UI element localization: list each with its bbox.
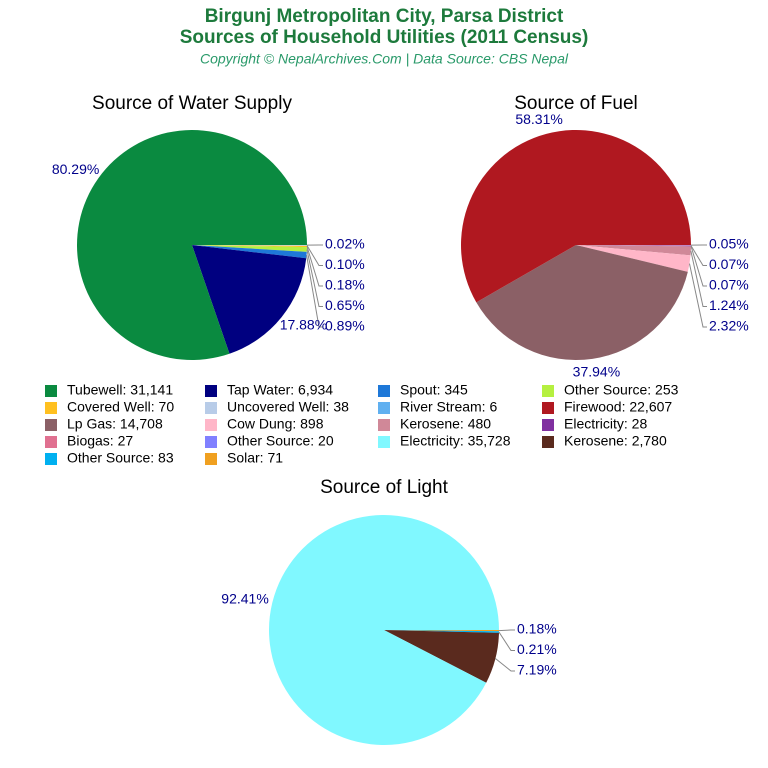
legend-swatch: [542, 419, 554, 431]
leader-line: [498, 629, 515, 632]
legend-label: River Stream: 6: [400, 399, 497, 415]
legend-swatch: [45, 453, 57, 465]
leader-line: [690, 250, 707, 307]
legend-swatch: [378, 402, 390, 414]
pie-slice: [192, 245, 307, 354]
legend-label: Electricity: 28: [564, 416, 647, 432]
legend-swatch: [378, 385, 390, 397]
legend-label: Kerosene: 480: [400, 416, 491, 432]
legend-label: Other Source: 20: [227, 433, 334, 449]
pie-slice: [476, 245, 688, 361]
data-label: 0.07%: [709, 277, 749, 293]
title: Birgunj Metropolitan City, Parsa Distric…: [205, 6, 564, 27]
pie-title: Source of Light: [320, 477, 449, 498]
data-label: 0.18%: [325, 277, 365, 293]
legend-label: Cow Dung: 898: [227, 416, 324, 432]
legend-swatch: [205, 419, 217, 431]
legend-label: Uncovered Well: 38: [227, 399, 349, 415]
subtitle: Copyright © NepalArchives.Com | Data Sou…: [200, 51, 569, 67]
leader-line: [498, 631, 515, 651]
data-label: 0.89%: [325, 318, 365, 334]
data-label: 0.21%: [517, 641, 557, 657]
legend-label: Solar: 71: [227, 450, 283, 466]
pie-title: Source of Fuel: [514, 93, 638, 114]
data-label: 37.94%: [573, 363, 620, 379]
data-label: 0.65%: [325, 297, 365, 313]
legend-swatch: [45, 419, 57, 431]
pie-slice: [384, 630, 499, 683]
pie-title: Source of Water Supply: [92, 93, 292, 114]
legend-swatch: [542, 436, 554, 448]
legend-label: Other Source: 83: [67, 450, 174, 466]
legend-label: Firewood: 22,607: [564, 399, 672, 415]
pie-slice: [268, 514, 499, 745]
data-label: 80.29%: [52, 161, 99, 177]
pie-slice: [77, 130, 308, 360]
legend-label: Tap Water: 6,934: [227, 382, 333, 398]
legend-label: Spout: 345: [400, 382, 468, 398]
leader-line: [306, 254, 323, 328]
legend-label: Kerosene: 2,780: [564, 433, 667, 449]
pie-slice: [576, 245, 691, 246]
data-label: 58.31%: [515, 111, 562, 127]
data-label: 1.24%: [709, 297, 749, 313]
data-label: 0.07%: [709, 256, 749, 272]
leader-line: [306, 245, 323, 266]
leader-line: [306, 249, 323, 307]
leader-line: [306, 246, 323, 287]
pie-slice: [192, 245, 307, 252]
data-label: 0.02%: [325, 236, 365, 252]
legend-swatch: [542, 402, 554, 414]
legend-swatch: [45, 402, 57, 414]
data-label: 0.10%: [325, 256, 365, 272]
pie-slice: [192, 245, 307, 259]
data-label: 0.18%: [517, 621, 557, 637]
legend-label: Electricity: 35,728: [400, 433, 511, 449]
legend-label: Other Source: 253: [564, 382, 679, 398]
legend-swatch: [378, 419, 390, 431]
leader-line: [495, 658, 515, 672]
legend-swatch: [378, 436, 390, 448]
pie-slice: [576, 245, 691, 272]
legend-label: Tubewell: 31,141: [67, 382, 173, 398]
title: Sources of Household Utilities (2011 Cen…: [180, 27, 589, 48]
legend-swatch: [45, 385, 57, 397]
pie-slice: [384, 630, 499, 633]
legend-label: Lp Gas: 14,708: [67, 416, 163, 432]
data-label: 17.88%: [280, 317, 327, 333]
legend-swatch: [45, 436, 57, 448]
pie-slice: [576, 245, 691, 256]
legend-label: Biogas: 27: [67, 433, 133, 449]
leader-line: [690, 245, 707, 287]
pie-slice: [192, 245, 307, 248]
data-label: 92.41%: [221, 590, 268, 606]
data-label: 2.32%: [709, 318, 749, 334]
legend-swatch: [205, 385, 217, 397]
data-label: 0.05%: [709, 236, 749, 252]
leader-line: [688, 263, 707, 328]
legend-swatch: [205, 453, 217, 465]
leader-line: [690, 245, 707, 266]
data-label: 7.19%: [517, 662, 557, 678]
legend-swatch: [205, 436, 217, 448]
legend-label: Covered Well: 70: [67, 399, 174, 415]
pie-slice: [192, 245, 307, 246]
pie-slice: [460, 130, 691, 303]
legend-swatch: [205, 402, 217, 414]
legend-swatch: [542, 385, 554, 397]
pie-slice: [384, 630, 499, 632]
pie-slice: [576, 245, 691, 247]
